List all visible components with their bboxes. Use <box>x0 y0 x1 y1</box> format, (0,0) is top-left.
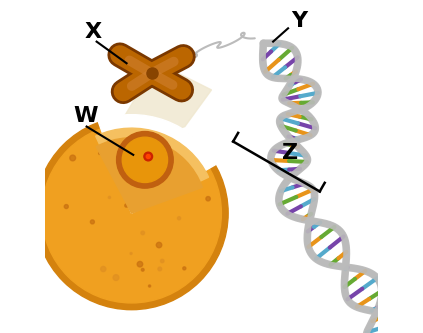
Circle shape <box>91 220 94 224</box>
Circle shape <box>42 123 221 303</box>
Circle shape <box>141 231 145 235</box>
Circle shape <box>148 285 151 287</box>
Circle shape <box>178 217 181 220</box>
Circle shape <box>130 252 132 254</box>
Text: Y: Y <box>291 11 308 31</box>
Wedge shape <box>96 128 209 213</box>
Circle shape <box>206 196 210 201</box>
Polygon shape <box>118 73 212 143</box>
Circle shape <box>131 156 135 160</box>
Circle shape <box>35 117 228 310</box>
Circle shape <box>122 137 168 182</box>
Circle shape <box>146 155 150 159</box>
Circle shape <box>156 242 162 248</box>
Text: X: X <box>85 22 102 42</box>
Circle shape <box>117 132 173 188</box>
Text: Z: Z <box>282 143 298 163</box>
Text: W: W <box>73 106 98 126</box>
Circle shape <box>101 266 106 272</box>
Circle shape <box>137 261 143 267</box>
Circle shape <box>144 152 153 161</box>
Circle shape <box>125 204 128 207</box>
Circle shape <box>64 204 68 208</box>
Circle shape <box>70 155 76 161</box>
Wedge shape <box>96 138 202 213</box>
Circle shape <box>141 268 144 271</box>
Circle shape <box>108 196 110 198</box>
Circle shape <box>161 259 164 263</box>
Circle shape <box>158 267 162 271</box>
Circle shape <box>124 144 129 149</box>
Circle shape <box>113 275 119 280</box>
Circle shape <box>183 267 186 270</box>
Wedge shape <box>98 115 217 213</box>
Circle shape <box>150 134 153 137</box>
Circle shape <box>149 147 154 152</box>
Circle shape <box>99 153 101 155</box>
